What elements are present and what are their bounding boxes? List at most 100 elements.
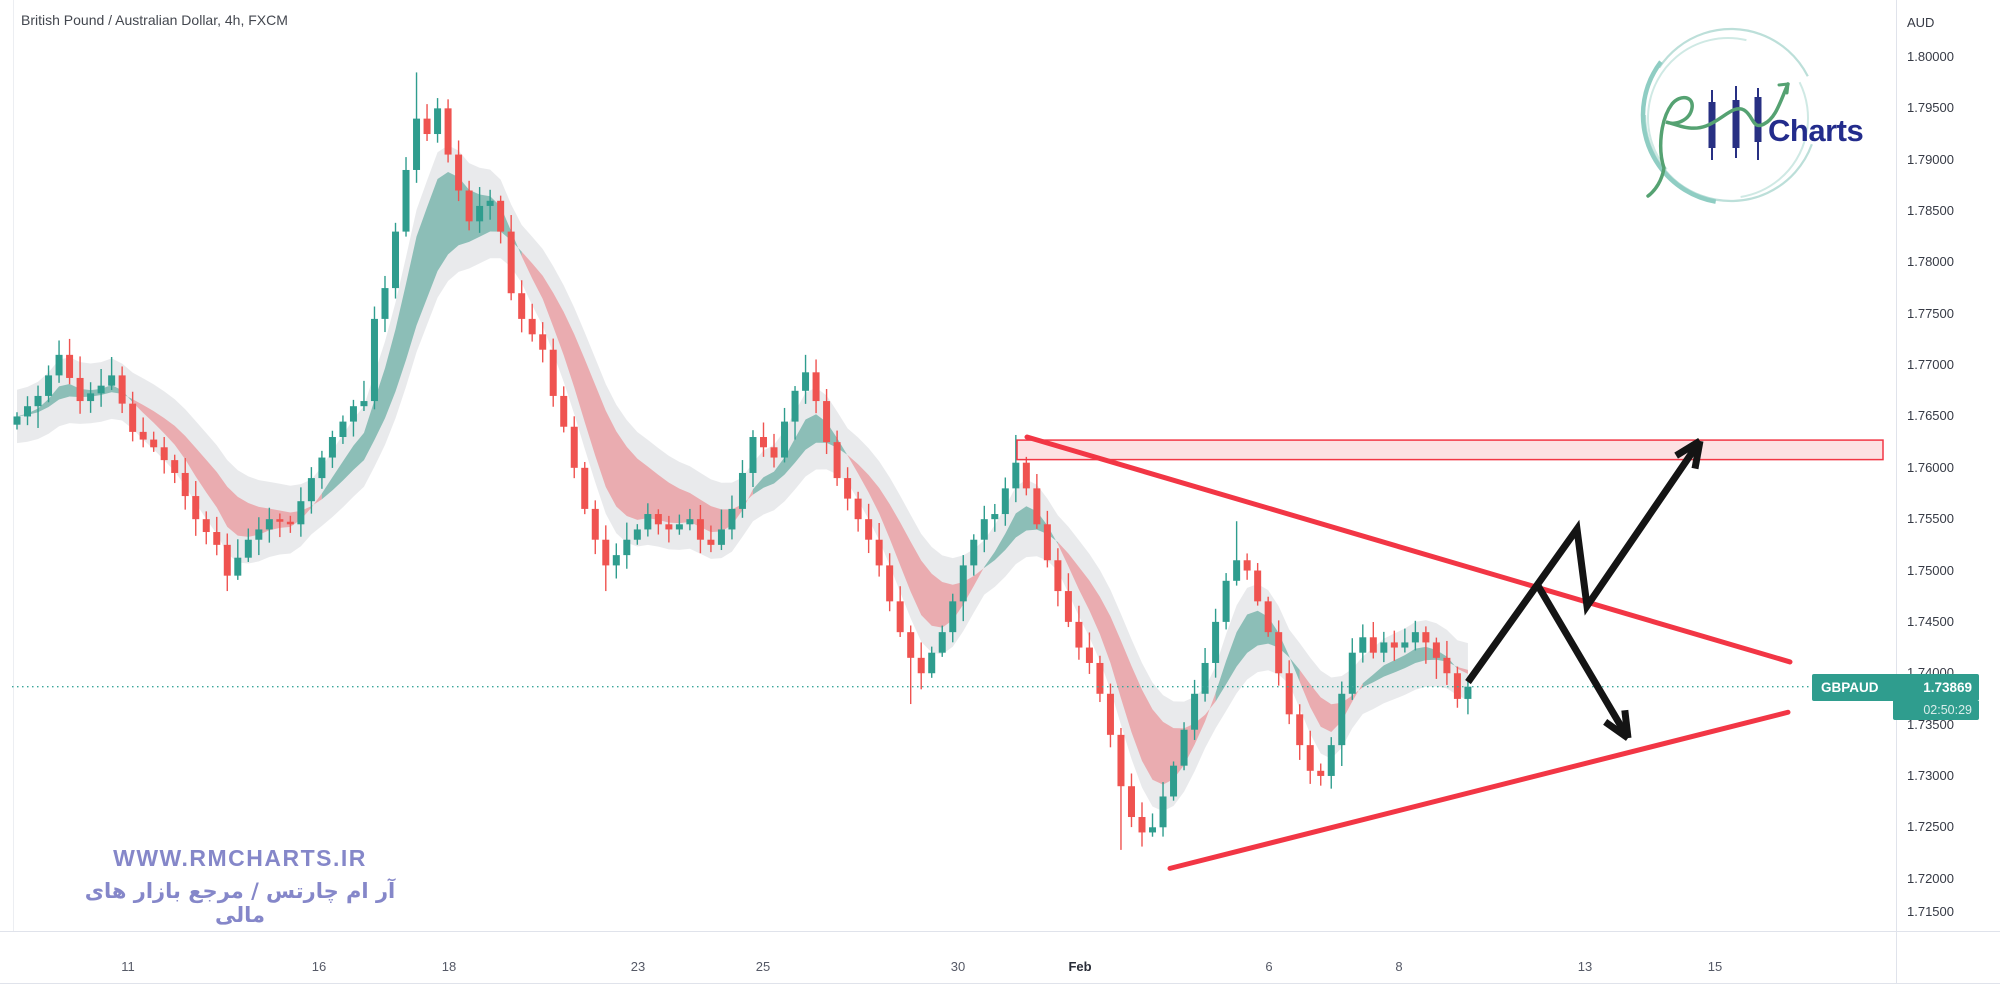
- candle-body: [1086, 648, 1093, 663]
- trendline-ascending[interactable]: [1170, 712, 1788, 868]
- time-tick-label: Feb: [1050, 959, 1110, 974]
- candle-body: [339, 422, 346, 437]
- candle-body: [665, 524, 672, 529]
- candle-body: [1149, 827, 1156, 832]
- candle-body: [897, 601, 904, 632]
- watermark-url: WWW.RMCHARTS.IR: [70, 845, 410, 872]
- candle-body: [781, 422, 788, 458]
- candle-body: [697, 519, 704, 540]
- candle-body: [119, 375, 126, 403]
- candle-body: [1244, 560, 1251, 570]
- candle-body: [203, 519, 210, 532]
- candle-body: [1391, 642, 1398, 647]
- candle-body: [644, 514, 651, 529]
- candle-body: [581, 468, 588, 509]
- projection-arrows[interactable]: [1468, 441, 1700, 738]
- candle-body: [1033, 488, 1040, 524]
- candle-body: [728, 509, 735, 530]
- candle-body: [1233, 560, 1240, 581]
- price-label-symbol: GBPAUD: [1821, 680, 1879, 695]
- price-tick-label: 1.74500: [1907, 614, 1954, 629]
- price-tick-label: 1.79000: [1907, 152, 1954, 167]
- candle-body: [813, 372, 820, 401]
- candle-body: [140, 432, 147, 440]
- candle-body: [655, 514, 662, 524]
- candle-body: [1296, 714, 1303, 745]
- candle-body: [424, 119, 431, 134]
- candle-body: [792, 391, 799, 422]
- candle-body: [1202, 663, 1209, 694]
- candle-body: [981, 519, 988, 540]
- candle-body: [918, 658, 925, 673]
- arrow-projected-pullback-down[interactable]: [1537, 584, 1628, 738]
- candle-body: [77, 378, 84, 401]
- candle-body: [1002, 488, 1009, 514]
- candle-body: [329, 437, 336, 458]
- time-tick-label: 18: [419, 959, 479, 974]
- candle-body: [1012, 463, 1019, 489]
- candle-body: [466, 191, 473, 222]
- candle-body: [1096, 663, 1103, 694]
- bottom-frame-line: [0, 983, 2000, 984]
- time-tick-label: 13: [1555, 959, 1615, 974]
- candle-body: [1128, 786, 1135, 817]
- candle-body: [834, 442, 841, 478]
- price-axis-unit: AUD: [1907, 15, 1934, 30]
- candle-body: [445, 108, 452, 154]
- arrowhead-barb: [1625, 710, 1628, 738]
- watermark: WWW.RMCHARTS.IR آر ام چارتس / مرجع بازار…: [70, 845, 410, 927]
- candle-body: [1328, 745, 1335, 776]
- price-tick-label: 1.77500: [1907, 306, 1954, 321]
- candle-body: [381, 288, 388, 319]
- time-axis[interactable]: 111618232530Feb681315: [0, 932, 2000, 983]
- candle-body: [224, 545, 231, 576]
- candle-body: [476, 206, 483, 221]
- price-tick-label: 1.73000: [1907, 768, 1954, 783]
- candle-body: [45, 375, 52, 396]
- candle-body: [87, 393, 94, 401]
- candle-body: [1401, 642, 1408, 647]
- candle-body: [1223, 581, 1230, 622]
- candle-body: [1023, 463, 1030, 489]
- candle-body: [234, 558, 241, 576]
- candle-body: [287, 522, 294, 525]
- candle-body: [297, 501, 304, 524]
- candle-body: [1370, 637, 1377, 652]
- candle-body: [192, 496, 199, 519]
- price-tick-label: 1.78500: [1907, 203, 1954, 218]
- candle-body: [1338, 694, 1345, 745]
- price-label-countdown: 02:50:29: [1893, 701, 1979, 720]
- candle-body: [970, 540, 977, 566]
- candle-body: [802, 372, 809, 390]
- candle-body: [1117, 735, 1124, 786]
- price-axis[interactable]: AUD 1.800001.795001.790001.785001.780001…: [1897, 0, 2000, 931]
- candle-body: [255, 529, 262, 539]
- arrow-projected-breakout-up[interactable]: [1468, 441, 1700, 682]
- time-tick-label: 6: [1239, 959, 1299, 974]
- logo-text: Charts: [1768, 113, 1863, 148]
- candle-body: [1412, 632, 1419, 642]
- candle-body: [403, 170, 410, 232]
- candle-body: [1286, 673, 1293, 714]
- candle-body: [592, 509, 599, 540]
- candle-body: [539, 334, 546, 349]
- candle-body: [707, 540, 714, 545]
- candle-body: [1422, 632, 1429, 642]
- time-tick-label: 25: [733, 959, 793, 974]
- time-tick-label: 8: [1369, 959, 1429, 974]
- candle-body: [949, 601, 956, 632]
- candle-body: [371, 319, 378, 401]
- candle-body: [1160, 796, 1167, 827]
- candle-body: [623, 540, 630, 555]
- candle-body: [518, 293, 525, 319]
- candle-body: [24, 406, 31, 416]
- resistance-zone[interactable]: [1017, 440, 1883, 460]
- candle-body: [245, 540, 252, 558]
- resistance-zone-rect[interactable]: [1017, 440, 1883, 460]
- candle-body: [550, 350, 557, 396]
- candles-layer: [14, 72, 1472, 849]
- rm-charts-logo: Charts: [1615, 5, 1863, 231]
- candle-body: [350, 406, 357, 421]
- candle-body: [508, 232, 515, 294]
- candle-body: [1275, 632, 1282, 673]
